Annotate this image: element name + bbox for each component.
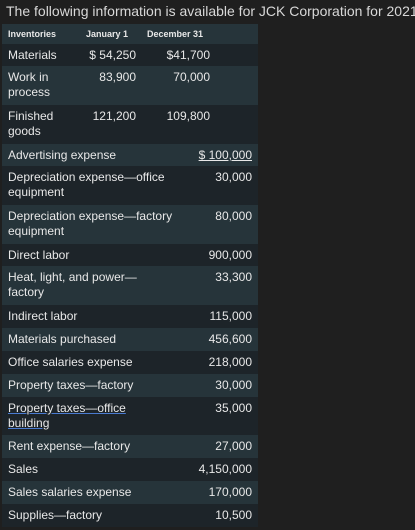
january-header: January 1 — [86, 29, 129, 39]
inventories-header-row: Inventories January 1 December 31 — [2, 24, 258, 44]
item-row: Rent expense—factory 27,000 — [2, 435, 258, 458]
item-row: Supplies—factory 10,500 — [2, 504, 258, 527]
item-row: Office salaries expense 218,000 — [2, 351, 258, 374]
inventories-header-label: Inventories — [8, 29, 57, 39]
item-row: Direct labor 900,000 — [2, 244, 258, 266]
inventory-dec-value: 109,800 — [166, 109, 210, 123]
item-amount: 80,000 — [215, 209, 252, 223]
item-label: Sales salaries expense — [8, 485, 132, 499]
item-label: Property taxes—factory — [8, 378, 134, 392]
inventory-row-wip: Work in process 83,900 70,000 — [2, 66, 258, 105]
item-amount: 218,000 — [208, 355, 252, 369]
item-amount: 4,150,000 — [198, 462, 252, 476]
inventory-row-materials: Materials $ 54,250 $41,700 — [2, 44, 258, 66]
item-amount: 30,000 — [215, 170, 252, 184]
item-amount: 27,000 — [215, 439, 252, 453]
data-table: Inventories January 1 December 31 Materi… — [2, 24, 258, 527]
item-label: Depreciation expense—office equipment — [8, 170, 165, 199]
item-row: Depreciation expense—office equipment 30… — [2, 166, 258, 205]
item-amount: 10,500 — [215, 508, 252, 522]
item-amount: 115,000 — [209, 309, 253, 323]
item-amount: 35,000 — [215, 401, 252, 415]
item-row: Indirect labor 115,000 — [2, 305, 258, 328]
item-label: Advertising expense — [8, 148, 117, 162]
item-label: Depreciation expense—factory equipment — [8, 209, 173, 238]
item-row: Depreciation expense—factory equipment 8… — [2, 205, 258, 244]
item-label: Property taxes—office building — [8, 401, 126, 430]
item-label: Supplies—factory — [8, 508, 103, 522]
item-row: Heat, light, and power—factory 33,300 — [2, 266, 258, 305]
item-amount: 900,000 — [208, 248, 252, 262]
inventory-label: Work in process — [8, 70, 51, 99]
inventory-jan-value: 83,900 — [99, 70, 136, 84]
item-row: Property taxes—factory 30,000 — [2, 374, 258, 397]
item-amount: 170,000 — [208, 485, 252, 499]
item-amount: $ 100,000 — [198, 148, 252, 162]
item-label: Indirect labor — [8, 309, 78, 323]
item-label: Direct labor — [8, 248, 70, 262]
item-amount: 33,300 — [215, 270, 252, 284]
item-label: Sales — [8, 462, 39, 476]
item-row: Property taxes—office building 35,000 — [2, 397, 258, 435]
inventory-dec-value: 70,000 — [173, 70, 210, 84]
inventory-jan-value: 121,200 — [92, 109, 136, 123]
item-label: Heat, light, and power—factory — [8, 270, 137, 299]
problem-heading: The following information is available f… — [6, 3, 415, 19]
item-label: Office salaries expense — [8, 355, 133, 369]
item-amount: 30,000 — [215, 378, 252, 392]
item-row: Sales salaries expense 170,000 — [2, 481, 258, 504]
inventory-row-finished-goods: Finished goods 121,200 109,800 — [2, 105, 258, 144]
december-header: December 31 — [147, 29, 204, 39]
item-amount: 456,600 — [208, 332, 252, 346]
item-label: Rent expense—factory — [8, 439, 131, 453]
item-row: Materials purchased 456,600 — [2, 328, 258, 351]
item-label: Materials purchased — [8, 332, 117, 346]
inventory-dec-value: $41,700 — [166, 48, 210, 62]
item-row: Advertising expense $ 100,000 — [2, 144, 258, 166]
inventory-label: Finished goods — [8, 109, 54, 138]
inventory-label: Materials — [8, 48, 57, 62]
inventory-jan-value: $ 54,250 — [89, 48, 136, 62]
item-row: Sales 4,150,000 — [2, 458, 258, 481]
